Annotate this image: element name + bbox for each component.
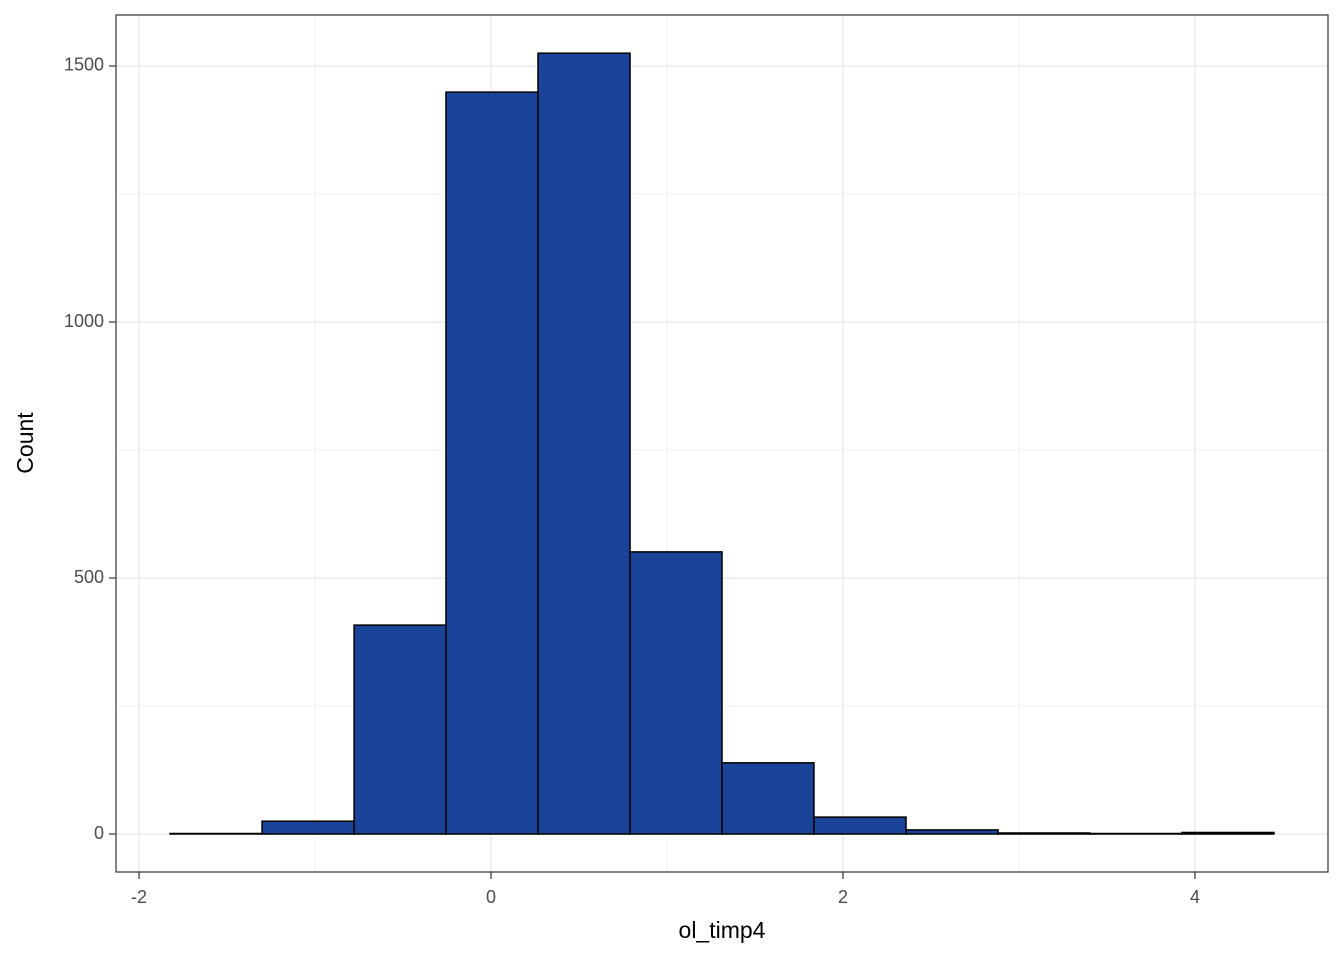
bar: [1181, 831, 1275, 835]
bar: [261, 820, 355, 835]
x-axis-label: ol_timp4: [679, 917, 766, 943]
y-tick-label: 0: [94, 823, 104, 843]
y-tick-label: 1000: [64, 311, 104, 331]
x-tick-label: -2: [131, 887, 147, 907]
bar: [1089, 832, 1183, 835]
bar: [169, 832, 263, 835]
x-tick-label: 2: [838, 887, 848, 907]
x-tick-label: 4: [1190, 887, 1200, 907]
bar: [445, 91, 539, 835]
y-tick-label: 500: [74, 567, 104, 587]
bar: [813, 816, 907, 835]
x-tick-label: 0: [486, 887, 496, 907]
panel-border: [115, 14, 1329, 873]
y-axis-label: Count: [12, 412, 38, 474]
bar: [997, 832, 1091, 835]
bars: [169, 52, 1275, 835]
axes: -2 0 2 4 0 500 1000 1500: [64, 55, 1200, 907]
bar: [537, 52, 631, 835]
bar: [905, 829, 999, 835]
bar: [629, 551, 723, 835]
y-tick-label: 1500: [64, 55, 104, 75]
bar: [353, 624, 447, 835]
bar: [721, 762, 815, 835]
